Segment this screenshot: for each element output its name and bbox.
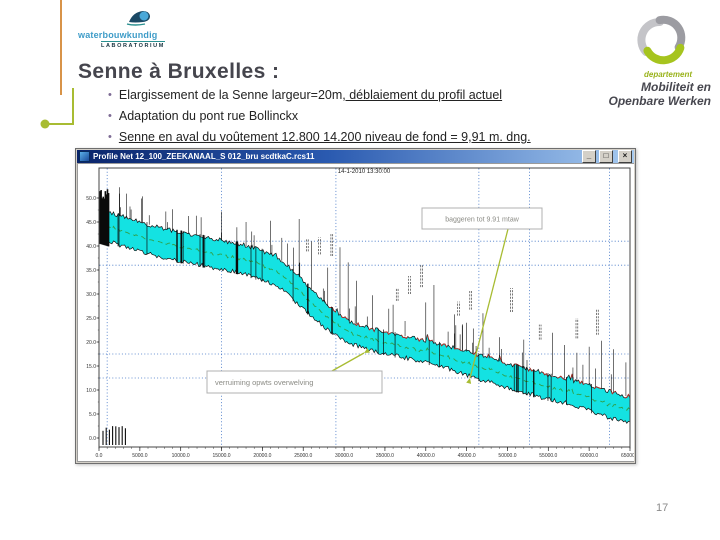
y-tick-label: 50.0 bbox=[86, 196, 96, 202]
y-tick-label: 0.0 bbox=[89, 436, 96, 442]
droplet-wave bbox=[126, 23, 146, 26]
slide-title: Senne à Bruxelles : bbox=[78, 60, 280, 83]
swirl-arm-gray2 bbox=[655, 15, 686, 52]
mow-logo: departement Mobiliteit en Openbare Werke… bbox=[590, 12, 716, 108]
plot-background bbox=[78, 164, 634, 461]
annotation-text-verruiming: verruiming opwts overwelving bbox=[215, 378, 313, 387]
y-tick-label: 45.0 bbox=[86, 220, 96, 226]
elbow-dot bbox=[40, 119, 50, 129]
bullet-marker: • bbox=[108, 131, 112, 143]
swirl-arm-green bbox=[643, 43, 685, 65]
bullet-item: • Elargissement de la Senne largeur=20m,… bbox=[108, 88, 613, 103]
annotation-leader bbox=[331, 352, 365, 372]
x-tick-label: 40000.0 bbox=[417, 453, 435, 459]
bullet-item: • Adaptation du pont rue Bollinckx bbox=[108, 109, 613, 124]
window-titlebar[interactable]: Profile Net 12_100_ZEEKANAAL_S 012_bru s… bbox=[77, 150, 634, 163]
leader-arrowhead bbox=[466, 378, 472, 384]
x-tick-label: 10000.0 bbox=[172, 453, 190, 459]
x-tick-label: 60000.0 bbox=[580, 453, 598, 459]
water-droplet-icon bbox=[126, 11, 150, 26]
logo-right-line3: Openbare Werken bbox=[608, 94, 711, 108]
logo-left-line2: LABORATORIUM bbox=[101, 41, 165, 49]
bullet-text: Adaptation du pont rue Bollinckx bbox=[119, 109, 298, 124]
logo-right-line1: departement bbox=[643, 70, 692, 79]
bullet-text-underlined: Senne en aval du voûtement 12.800 14.200… bbox=[118, 130, 531, 144]
y-tick-label: 5.0 bbox=[89, 412, 96, 418]
close-button[interactable]: × bbox=[618, 150, 632, 163]
window-icon bbox=[79, 151, 90, 162]
x-tick-label: 20000.0 bbox=[253, 453, 271, 459]
annotation-text-baggeren: baggeren tot 9.91 mtaw bbox=[445, 217, 519, 224]
x-tick-label: 65000.0 bbox=[621, 453, 634, 459]
bullet-marker: • bbox=[108, 110, 112, 122]
logo-left-line1: waterbouwkundig bbox=[78, 30, 158, 40]
leader-arrowhead bbox=[364, 348, 370, 353]
annotation-box-verruiming bbox=[206, 370, 383, 394]
x-tick-label: 25000.0 bbox=[294, 453, 312, 459]
profile-top-line bbox=[99, 206, 630, 399]
x-tick-label: 35000.0 bbox=[376, 453, 394, 459]
minimize-button[interactable]: _ bbox=[582, 150, 596, 163]
chart-client-area: 0.0 5000.0 10000.0 15000.0 20000.0 25000.0 300… bbox=[77, 163, 634, 462]
bullet-text-plain: Elargissement de la Senne largeur=20m bbox=[118, 88, 343, 102]
y-tick-label: 20.0 bbox=[86, 340, 96, 346]
swirl-center bbox=[653, 31, 671, 49]
bullet-text: Elargissement de la Senne largeur=20m, d… bbox=[119, 88, 502, 103]
y-tick-label: 25.0 bbox=[86, 316, 96, 322]
y-tick-label: 15.0 bbox=[86, 364, 96, 370]
target-level-line bbox=[99, 222, 630, 411]
chart-datetime: 14-1-2010 13:30:00 bbox=[338, 169, 391, 175]
swirl-group bbox=[637, 15, 686, 65]
x-tick-label: 45000.0 bbox=[458, 453, 476, 459]
annotation-leader bbox=[469, 228, 509, 379]
x-tick-label: 5000.0 bbox=[132, 453, 148, 459]
logo-right-line2: Mobiliteit en bbox=[641, 80, 711, 94]
x-tick-label: 50000.0 bbox=[498, 453, 516, 459]
profile-band bbox=[99, 207, 630, 424]
bullet-marker: • bbox=[108, 89, 112, 101]
bullet-text-plain: Adaptation du pont rue Bollinckx bbox=[118, 109, 299, 123]
left-accent-line bbox=[60, 0, 62, 95]
maximize-button[interactable]: □ bbox=[599, 150, 613, 163]
plot-frame bbox=[98, 167, 631, 448]
x-tick-label: 55000.0 bbox=[539, 453, 557, 459]
bullet-text: Senne en aval du voûtement 12.800 14.200… bbox=[119, 130, 531, 145]
y-tick-label: 40.0 bbox=[86, 244, 96, 250]
x-tick-label: 0.0 bbox=[96, 453, 103, 459]
mow-swirl-icon bbox=[637, 15, 686, 65]
bullet-list: • Elargissement de la Senne largeur=20m,… bbox=[108, 88, 613, 151]
profile-bottom-line bbox=[99, 238, 630, 424]
annotation-box-baggeren bbox=[421, 207, 543, 230]
profile-plot-window: Profile Net 12_100_ZEEKANAAL_S 012_bru s… bbox=[75, 148, 636, 464]
annotations: baggeren tot 9.91 mtaw verruiming opwts o… bbox=[206, 207, 543, 394]
swirl-arm-gray1 bbox=[637, 18, 664, 56]
x-tick-label: 30000.0 bbox=[335, 453, 353, 459]
x-tick-label: 15000.0 bbox=[212, 453, 230, 459]
profile-chart: 0.0 5000.0 10000.0 15000.0 20000.0 25000.0 300… bbox=[78, 164, 634, 461]
y-tick-label: 10.0 bbox=[86, 388, 96, 394]
dredge-level-line bbox=[329, 307, 630, 399]
bullet-item: • Senne en aval du voûtement 12.800 14.2… bbox=[108, 130, 613, 145]
y-tick-label: 30.0 bbox=[86, 292, 96, 298]
waterbouwkundig-logo: waterbouwkundig LABORATORIUM bbox=[75, 8, 185, 52]
bullet-text-underlined: , déblaiement du profil actuel bbox=[342, 88, 503, 102]
plot-inner bbox=[99, 168, 630, 447]
y-tick-label: 35.0 bbox=[86, 268, 96, 274]
page-number: 17 bbox=[656, 502, 669, 514]
green-elbow-decoration bbox=[40, 88, 74, 129]
droplet-light bbox=[139, 11, 149, 21]
window-title: Profile Net 12_100_ZEEKANAAL_S 012_bru s… bbox=[93, 152, 315, 161]
elbow-line bbox=[48, 88, 74, 125]
